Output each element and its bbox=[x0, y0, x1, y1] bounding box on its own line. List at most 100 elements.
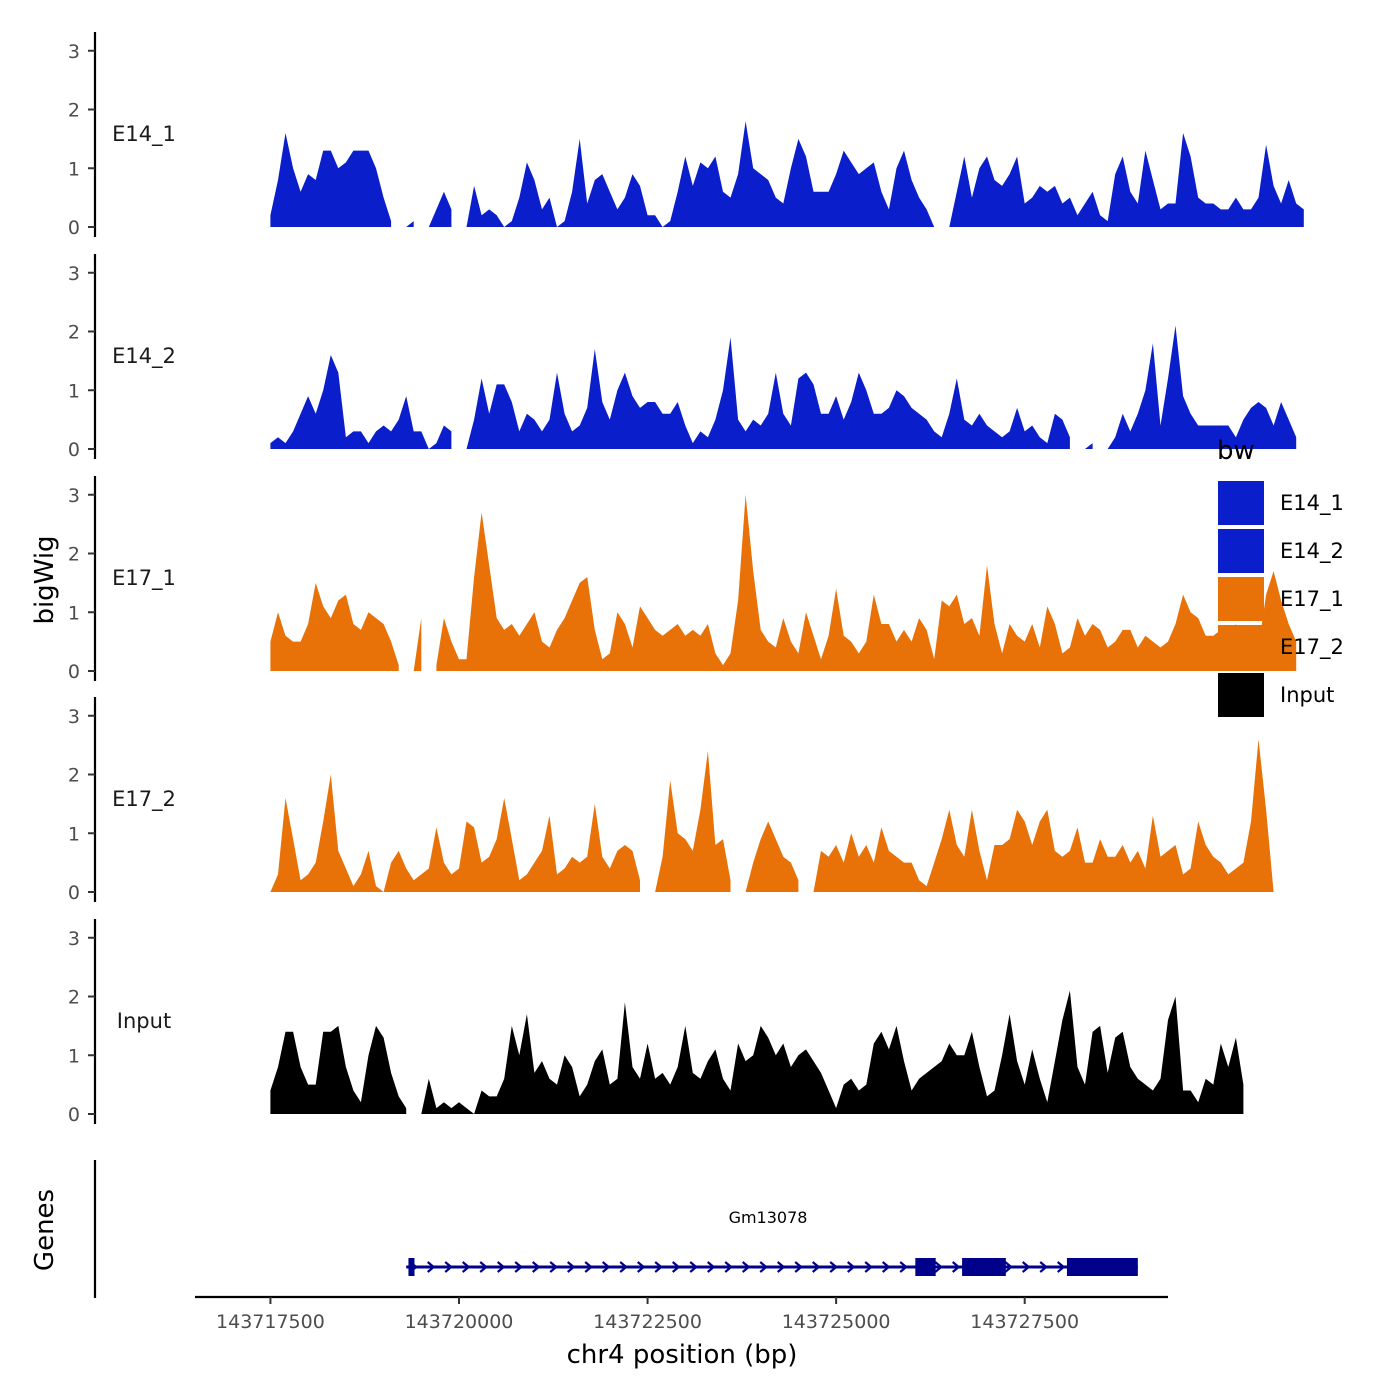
gene-strand-arrow bbox=[654, 1261, 663, 1273]
gene-strand-arrow bbox=[706, 1261, 716, 1273]
gene-strand-arrow bbox=[444, 1261, 453, 1273]
legend-title: bw bbox=[1217, 436, 1255, 466]
y-tick-label: 3 bbox=[68, 263, 80, 285]
gene-strand-arrow bbox=[846, 1261, 856, 1273]
gene-strand-arrow bbox=[759, 1261, 768, 1273]
legend-label: E17_2 bbox=[1280, 635, 1344, 660]
track-E17_1: 0 1 2 3 E17_1 bbox=[68, 476, 1297, 683]
gene-strand-arrow bbox=[951, 1261, 961, 1273]
gene-strand-arrow bbox=[934, 1261, 943, 1273]
legend-item-Input: Input bbox=[1218, 673, 1334, 717]
signal-area-E17_2 bbox=[745, 821, 799, 892]
y-axis-title: bigWig bbox=[30, 535, 60, 624]
legend-swatch bbox=[1218, 577, 1264, 621]
gene-exon bbox=[915, 1258, 936, 1276]
gene-exon bbox=[1066, 1258, 1138, 1276]
signal-area-E14_1 bbox=[466, 121, 935, 227]
y-tick-label: 1 bbox=[68, 823, 80, 845]
y-tick-label: 1 bbox=[68, 380, 80, 402]
legend-label: E14_1 bbox=[1280, 491, 1344, 516]
signal-area-E17_1 bbox=[413, 618, 422, 671]
signal-area-E14_2 bbox=[270, 355, 452, 449]
y-tick-label: 3 bbox=[68, 41, 80, 63]
y-tick-label: 3 bbox=[68, 485, 80, 507]
genes-track: Gm13078 bbox=[93, 1160, 1138, 1298]
y-tick-label: 1 bbox=[68, 158, 80, 180]
signal-area-E17_2 bbox=[813, 739, 1274, 892]
gene-exon bbox=[408, 1258, 415, 1276]
gene-strand-arrow bbox=[811, 1261, 821, 1273]
gene-strand-arrow bbox=[1004, 1261, 1013, 1273]
gene-strand-arrow bbox=[461, 1261, 471, 1273]
y-tick-label: 0 bbox=[68, 1104, 80, 1126]
legend-swatch bbox=[1218, 481, 1264, 525]
legend-swatch bbox=[1218, 625, 1264, 669]
track-Input: 0 1 2 3 Input bbox=[68, 919, 1244, 1126]
gene-strand-arrow bbox=[479, 1261, 488, 1273]
signal-area-E14_1 bbox=[428, 191, 452, 227]
gene-strand-arrow bbox=[549, 1261, 558, 1273]
legend-item-E17_2: E17_2 bbox=[1218, 625, 1344, 669]
gene-strand-arrow bbox=[514, 1261, 523, 1273]
track-E17_2: 0 1 2 3 E17_2 bbox=[68, 697, 1274, 904]
gene-strand-arrow bbox=[1039, 1261, 1048, 1273]
x-tick-label: 143725000 bbox=[782, 1311, 891, 1333]
legend-label: E17_1 bbox=[1280, 587, 1344, 612]
signal-area-E17_2 bbox=[655, 751, 731, 892]
gene-strand-arrow bbox=[864, 1261, 873, 1273]
y-tick-label: 1 bbox=[68, 602, 80, 624]
x-axis: 143717500 143720000 143722500 143725000 1437… bbox=[195, 1295, 1168, 1333]
gene-strand-arrow bbox=[794, 1261, 803, 1273]
x-tick-label: 143720000 bbox=[405, 1311, 514, 1333]
gene-strand-arrow bbox=[776, 1261, 786, 1273]
legend-item-E14_1: E14_1 bbox=[1218, 481, 1344, 525]
gene-name-label: Gm13078 bbox=[729, 1208, 808, 1227]
gene-strand-arrow bbox=[829, 1261, 838, 1273]
y-tick-label: 0 bbox=[68, 882, 80, 904]
gene-strand-arrow bbox=[899, 1261, 908, 1273]
y-tick-label: 1 bbox=[68, 1045, 80, 1067]
legend-item-E14_2: E14_2 bbox=[1218, 529, 1344, 573]
signal-area-E14_2 bbox=[1107, 325, 1297, 449]
legend: bw E14_1 E14_2 E17_1 E17_2 Input bbox=[1217, 436, 1344, 717]
gene-strand-arrow bbox=[426, 1261, 436, 1273]
gene-strand-arrow bbox=[619, 1261, 628, 1273]
gene-strand-arrow bbox=[1021, 1261, 1031, 1273]
gene-strand-arrow bbox=[689, 1261, 698, 1273]
legend-label: E14_2 bbox=[1280, 539, 1344, 564]
signal-area-E14_1 bbox=[949, 133, 1304, 227]
bigwig-tracks: 0 1 2 3 E14_1 0 1 2 3 E14_2 0 1 2 3 E17_1 0 1 2 3 E17_2 0 1 2 3… bbox=[68, 32, 1304, 1126]
gene-exon bbox=[962, 1258, 1006, 1276]
x-tick-label: 143717500 bbox=[216, 1311, 325, 1333]
track-label: Input bbox=[117, 1009, 171, 1033]
legend-item-E17_1: E17_1 bbox=[1218, 577, 1344, 621]
signal-area-E14_2 bbox=[1085, 443, 1093, 449]
y-tick-label: 3 bbox=[68, 706, 80, 728]
legend-label: Input bbox=[1280, 683, 1334, 707]
track-label: E14_1 bbox=[112, 122, 176, 147]
gene-strand-arrow bbox=[601, 1261, 611, 1273]
signal-area-E17_2 bbox=[270, 774, 640, 892]
signal-area-E14_1 bbox=[270, 133, 392, 227]
gene-strand-arrow bbox=[724, 1261, 733, 1273]
gene-strand-arrow bbox=[741, 1261, 751, 1273]
gene-strand-arrow bbox=[636, 1261, 646, 1273]
y-tick-label: 0 bbox=[68, 217, 80, 239]
y-tick-label: 0 bbox=[68, 661, 80, 683]
x-tick-label: 143722500 bbox=[593, 1311, 702, 1333]
gene-strand-arrow bbox=[566, 1261, 576, 1273]
gene-strand-arrow bbox=[671, 1261, 681, 1273]
y-tick-label: 2 bbox=[68, 544, 80, 566]
x-axis-title: chr4 position (bp) bbox=[567, 1340, 798, 1370]
y-tick-label: 2 bbox=[68, 100, 80, 122]
signal-area-Input bbox=[421, 990, 1244, 1114]
track-label: E17_2 bbox=[112, 787, 176, 812]
y-tick-label: 2 bbox=[68, 987, 80, 1009]
signal-area-E14_2 bbox=[466, 337, 1070, 449]
track-label: E14_2 bbox=[112, 344, 176, 369]
signal-area-E17_1 bbox=[270, 582, 399, 671]
legend-swatch bbox=[1218, 673, 1264, 717]
track-E14_2: 0 1 2 3 E14_2 bbox=[68, 254, 1297, 461]
track-E14_1: 0 1 2 3 E14_1 bbox=[68, 32, 1304, 239]
